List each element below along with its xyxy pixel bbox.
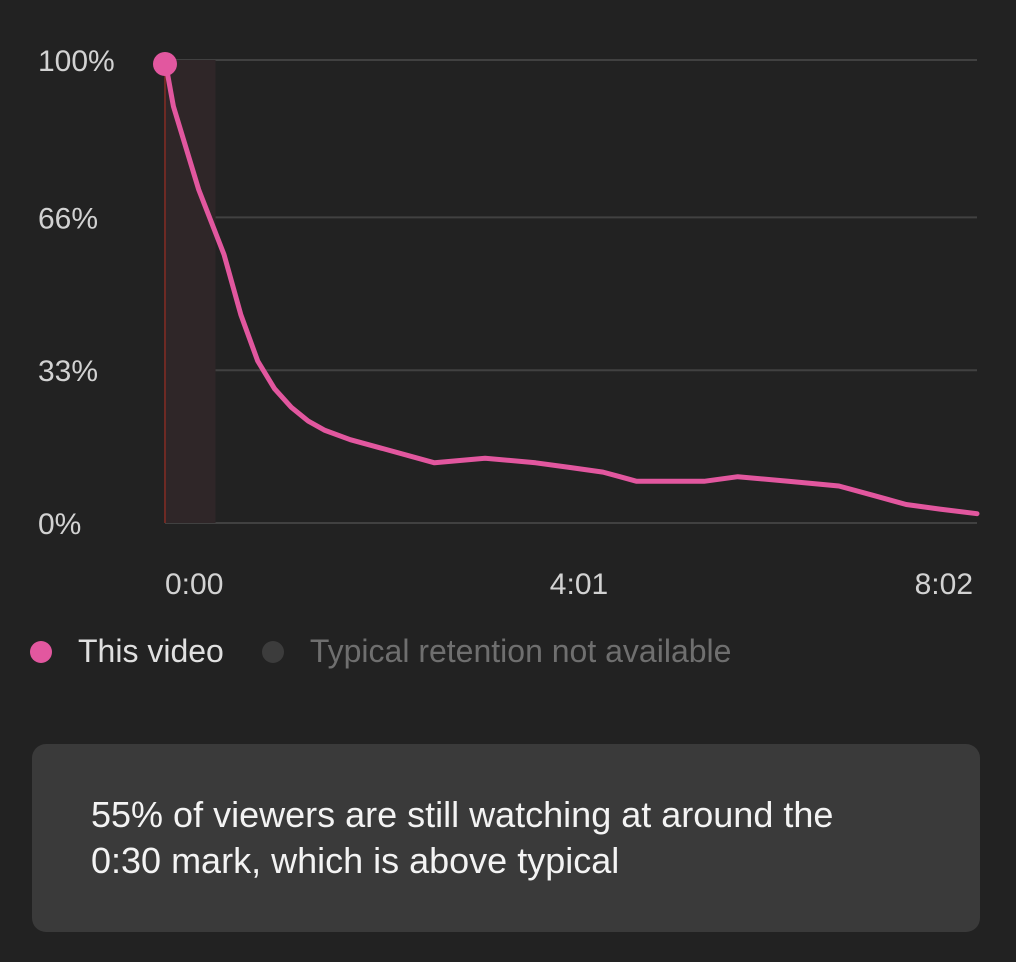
legend-label-this-video: This video [78,633,224,669]
x-tick-label: 4:01 [550,568,608,601]
x-tick-label: 8:02 [915,568,973,601]
x-tick-label: 0:00 [165,568,223,601]
insight-text: 55% of viewers are still watching at aro… [91,794,834,881]
legend-label-typical: Typical retention not available [309,633,732,669]
legend-dot-typical [261,640,284,663]
insight-card: 55% of viewers are still watching at aro… [32,744,980,932]
start-point-marker[interactable] [153,52,177,76]
retention-chart: 100% 66% 33% 0% 0:00 4:01 8:02 [38,45,980,601]
chart-legend: This video Typical retention not availab… [30,633,769,670]
series-line-this-video [162,57,980,517]
y-tick-label: 66% [38,202,98,235]
y-tick-label: 0% [38,508,81,541]
highlight-band [165,60,216,523]
y-axis-ticks: 100% 66% 33% 0% [38,45,115,541]
y-tick-label: 33% [38,355,98,388]
chart-gridlines [165,59,977,524]
x-axis-ticks: 0:00 4:01 8:02 [165,568,973,601]
y-tick-label: 100% [38,45,115,78]
legend-dot-this-video [30,640,52,663]
legend-item-this-video[interactable]: This video [30,633,224,670]
series-points [163,58,980,517]
legend-item-typical: Typical retention not available [261,633,732,670]
